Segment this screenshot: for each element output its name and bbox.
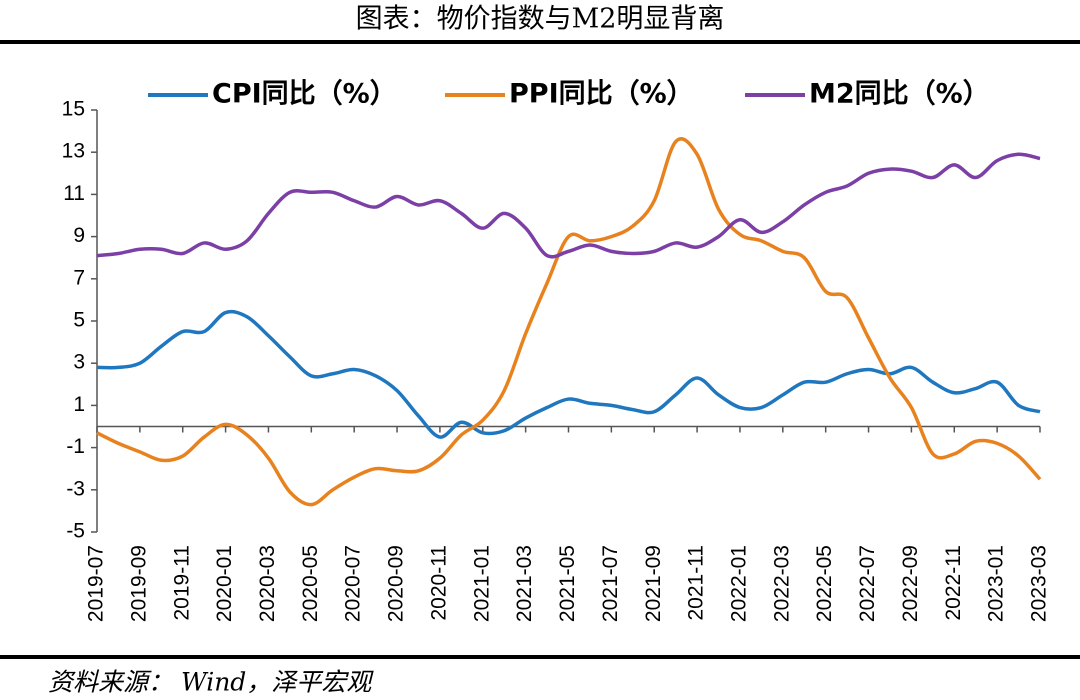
x-tick-label: 2022-01 — [728, 545, 751, 622]
y-tick-label: -5 — [66, 520, 85, 543]
y-tick-label: 3 — [73, 351, 85, 374]
y-tick-label: 1 — [73, 393, 85, 416]
x-tick-label: 2021-07 — [599, 545, 622, 622]
x-tick-label: 2020-07 — [342, 545, 365, 622]
x-tick-label: 2021-11 — [685, 545, 708, 621]
y-tick-label: 15 — [62, 98, 85, 121]
source-note: 资料来源： Wind，泽平宏观 — [48, 668, 374, 697]
y-tick-label: -1 — [66, 435, 85, 458]
x-tick-label: 2020-11 — [427, 545, 450, 621]
x-tick-label: 2021-03 — [513, 545, 536, 622]
y-tick-label: 7 — [73, 266, 85, 289]
x-tick-label: 2022-03 — [770, 545, 793, 622]
x-tick-label: 2022-05 — [813, 545, 836, 622]
legend-label: PPI同比（%） — [509, 79, 694, 110]
x-tick-label: 2022-09 — [899, 545, 922, 622]
x-tick-label: 2019-09 — [127, 545, 150, 622]
x-tick-label: 2021-05 — [556, 545, 579, 622]
series-line — [96, 152, 1041, 259]
series-line — [96, 309, 1041, 439]
x-tick-label: 2019-11 — [170, 545, 193, 621]
x-tick-label: 2019-07 — [85, 545, 108, 622]
x-tick-label: 2020-01 — [213, 545, 236, 622]
legend-label: M2同比（%） — [809, 79, 990, 110]
x-tick-label: 2020-09 — [385, 545, 408, 622]
x-tick-label: 2022-11 — [942, 545, 965, 621]
x-tick-label: 2020-03 — [256, 545, 279, 622]
y-tick-label: 9 — [73, 224, 85, 247]
bottom-rule — [0, 655, 1080, 659]
x-tick-label: 2022-07 — [856, 545, 879, 622]
x-tick-label: 2020-05 — [299, 545, 322, 622]
y-tick-label: 5 — [73, 309, 85, 332]
x-tick-label: 2023-01 — [985, 545, 1008, 622]
y-tick-label: 13 — [62, 140, 85, 163]
x-tick-label: 2021-09 — [642, 545, 665, 622]
y-tick-label: -3 — [66, 477, 85, 500]
series-line — [96, 137, 1042, 507]
x-tick-label: 2023-03 — [1028, 545, 1051, 622]
chart-title: 图表：物价指数与M2明显背离 — [356, 4, 725, 35]
legend-label: CPI同比（%） — [212, 79, 397, 110]
y-tick-label: 11 — [63, 182, 85, 205]
x-tick-label: 2021-01 — [470, 545, 493, 622]
top-rule — [0, 40, 1080, 44]
